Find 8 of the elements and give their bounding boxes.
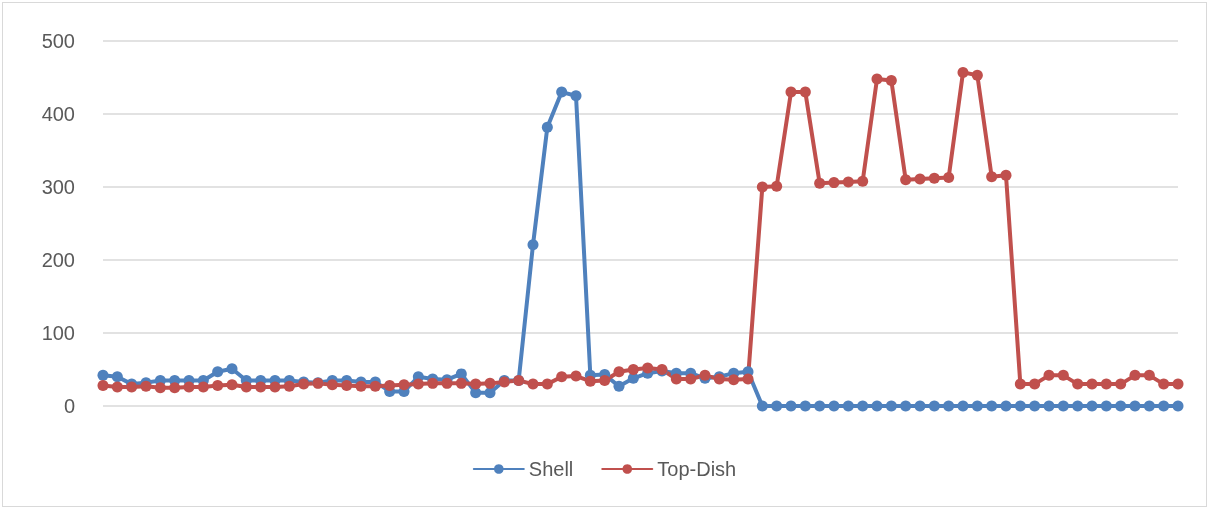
y-tick-label: 200	[41, 249, 75, 271]
y-tick-label: 400	[41, 103, 75, 125]
legend-label: Shell	[528, 458, 574, 480]
y-tick-label: 300	[41, 176, 75, 198]
y-tick-label: 100	[41, 322, 75, 344]
legend-label: Top-Dish	[657, 458, 737, 480]
y-tick-label: 500	[41, 30, 75, 52]
y-tick-label: 0	[63, 395, 75, 417]
